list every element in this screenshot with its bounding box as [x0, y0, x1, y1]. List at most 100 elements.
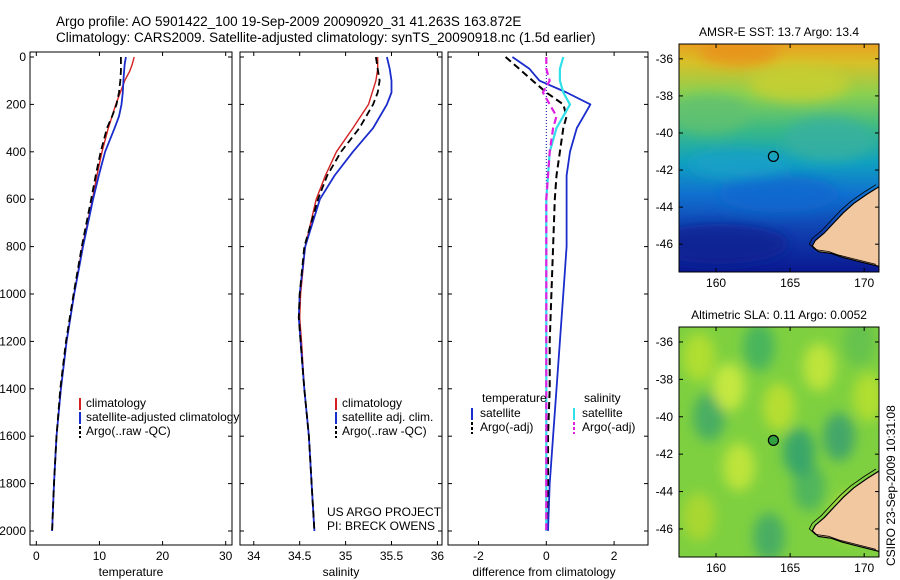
sla-patch	[683, 493, 715, 541]
temperature-xtick-label: 10	[93, 549, 107, 563]
difference-legend-title: salinity	[584, 391, 621, 405]
difference-series-temperature-argo-adj-	[504, 56, 568, 532]
sst-blobs	[679, 44, 874, 264]
coastline-outer	[808, 184, 877, 265]
salinity-xtick-label: 36	[431, 549, 445, 563]
sst_map-ytick-label: -46	[656, 237, 674, 251]
sla_map-frame	[678, 326, 880, 558]
salinity-legend-label: satellite adj. clim.	[342, 410, 433, 424]
sst_map-xtick-label: 170	[854, 276, 874, 290]
salinity-xtick-label: 35	[339, 549, 353, 563]
sst_map-frame	[678, 43, 880, 273]
sla_map-title: Altimetric SLA: 0.11 Argo: 0.0052	[691, 308, 867, 322]
depth-tick-label: 1800	[0, 477, 26, 491]
depth-tick-label: 1400	[0, 382, 26, 396]
sla-patch	[783, 428, 815, 476]
temperature-legend-label: satellite-adjusted climatology	[86, 410, 239, 424]
sst_map-xtick-label: 165	[780, 276, 800, 290]
sst-patch	[699, 44, 779, 66]
sst_map-ytick-label: -36	[656, 52, 674, 66]
temperature-legend-label: climatology	[86, 396, 146, 410]
salinity-legend-label: climatology	[342, 396, 402, 410]
sla_map-ytick-label: -38	[656, 372, 674, 386]
temperature-xlabel: temperature	[99, 565, 164, 579]
difference-legend-label: satellite	[480, 406, 521, 420]
sla-patch	[803, 343, 835, 391]
depth-tick-label: 1600	[0, 429, 26, 443]
panel-sst_map: AMSR-E SST: 13.7 Argo: 13.4 -36 -38 -40 -42 -…	[656, 25, 880, 290]
sla-patch	[853, 373, 879, 421]
sla_map-argo-marker	[767, 434, 780, 446]
difference-legend-label: Argo(-adj)	[480, 420, 533, 434]
temperature-legend-label: Argo(..raw -QC)	[86, 424, 171, 438]
temperature-xtick-label: 30	[219, 549, 233, 563]
difference-series-salinity-argo-adj-	[541, 57, 558, 531]
temperature-frame	[29, 51, 233, 546]
sla-patch	[823, 413, 855, 461]
temperature-xtick-label: 20	[156, 549, 170, 563]
project-label: US ARGO PROJECT	[327, 505, 442, 519]
sla-patch	[683, 333, 715, 381]
sst_map-ytick-label: -44	[656, 200, 674, 214]
sla-patch	[763, 383, 795, 431]
sla-patch	[713, 363, 745, 411]
sst-patch	[719, 176, 839, 212]
depth-tick-label: 2000	[0, 524, 26, 538]
sla_map-ytick-label: -42	[656, 447, 674, 461]
coastline-outer	[808, 468, 877, 550]
sla_map-ytick-label: -46	[656, 522, 674, 536]
sst-patch	[679, 224, 789, 264]
credit-label: CSIRO 23-Sep-2009 10:31:08	[884, 405, 898, 566]
panel-difference: -2 0 2 difference from climatology temperatu…	[447, 51, 649, 579]
depth-tick-label: 200	[6, 97, 26, 111]
sst-patch	[784, 117, 874, 161]
salinity-series-argo-raw-qc-	[297, 56, 381, 532]
difference-legend-title: temperature	[482, 391, 547, 405]
sla_map-xtick-label: 165	[780, 561, 800, 575]
sla-patch	[843, 327, 875, 366]
pi-label: PI: BRECK OWENS	[327, 519, 435, 533]
salinity-legend-label: Argo(..raw -QC)	[342, 424, 427, 438]
sst_map-title: AMSR-E SST: 13.7 Argo: 13.4	[699, 25, 859, 39]
sla-patch	[723, 443, 755, 491]
depth-tick-label: 0	[19, 50, 26, 64]
panel-temperature: 0 200 400 600 800 1000 1200 1400 1600 1800 2000 0 10…	[0, 50, 239, 579]
sla-patch	[743, 327, 775, 371]
salinity-xlabel: salinity	[323, 565, 360, 579]
sla-patch	[753, 513, 785, 557]
sst-patch	[679, 94, 749, 134]
sst_map-ytick-label: -40	[656, 126, 674, 140]
salinity-frame	[239, 51, 443, 546]
depth-tick-label: 600	[6, 192, 26, 206]
sst_map-xtick-label: 160	[706, 276, 726, 290]
sla_map-ytick-label: -36	[656, 335, 674, 349]
sla_map-ytick-label: -44	[656, 485, 674, 499]
panel-sla_map: Altimetric SLA: 0.11 Argo: 0.0052 -36 -38 -…	[656, 308, 880, 575]
difference-legend-label: satellite	[582, 406, 623, 420]
sla_map-field	[679, 327, 879, 557]
salinity-xtick-label: 34	[247, 549, 261, 563]
sst-patch	[689, 150, 789, 178]
depth-tick-label: 800	[6, 240, 26, 254]
sst_map-argo-marker	[767, 150, 780, 162]
sla_map-xtick-label: 170	[854, 561, 874, 575]
panel-salinity: 34 34.5 35 35.5 36 salinity climatologysatelli…	[239, 51, 445, 579]
difference-series-temperature-satellite	[511, 56, 592, 532]
difference-xtick-label: -2	[473, 549, 484, 563]
difference-xtick-label: 0	[543, 549, 550, 563]
climatology-subtitle: Climatology: CARS2009. Satellite-adjuste…	[56, 30, 596, 45]
difference-xlabel: difference from climatology	[472, 565, 615, 579]
salinity-xtick-label: 35.5	[380, 549, 404, 563]
difference-xtick-label: 2	[611, 549, 618, 563]
depth-tick-label: 400	[6, 145, 26, 159]
salinity-xtick-label: 34.5	[288, 549, 312, 563]
sst_map-ytick-label: -38	[656, 89, 674, 103]
sst_map-ytick-label: -42	[656, 163, 674, 177]
temperature-xtick-label: 0	[33, 549, 40, 563]
difference-legend-label: Argo(-adj)	[582, 420, 635, 434]
temperature-series-argo-raw-qc-	[51, 57, 122, 532]
land-new-zealand	[811, 185, 879, 272]
profile-title: Argo profile: AO 5901422_100 19-Sep-2009…	[56, 14, 522, 29]
sla-patch	[693, 393, 725, 441]
depth-tick-label: 1200	[0, 334, 26, 348]
